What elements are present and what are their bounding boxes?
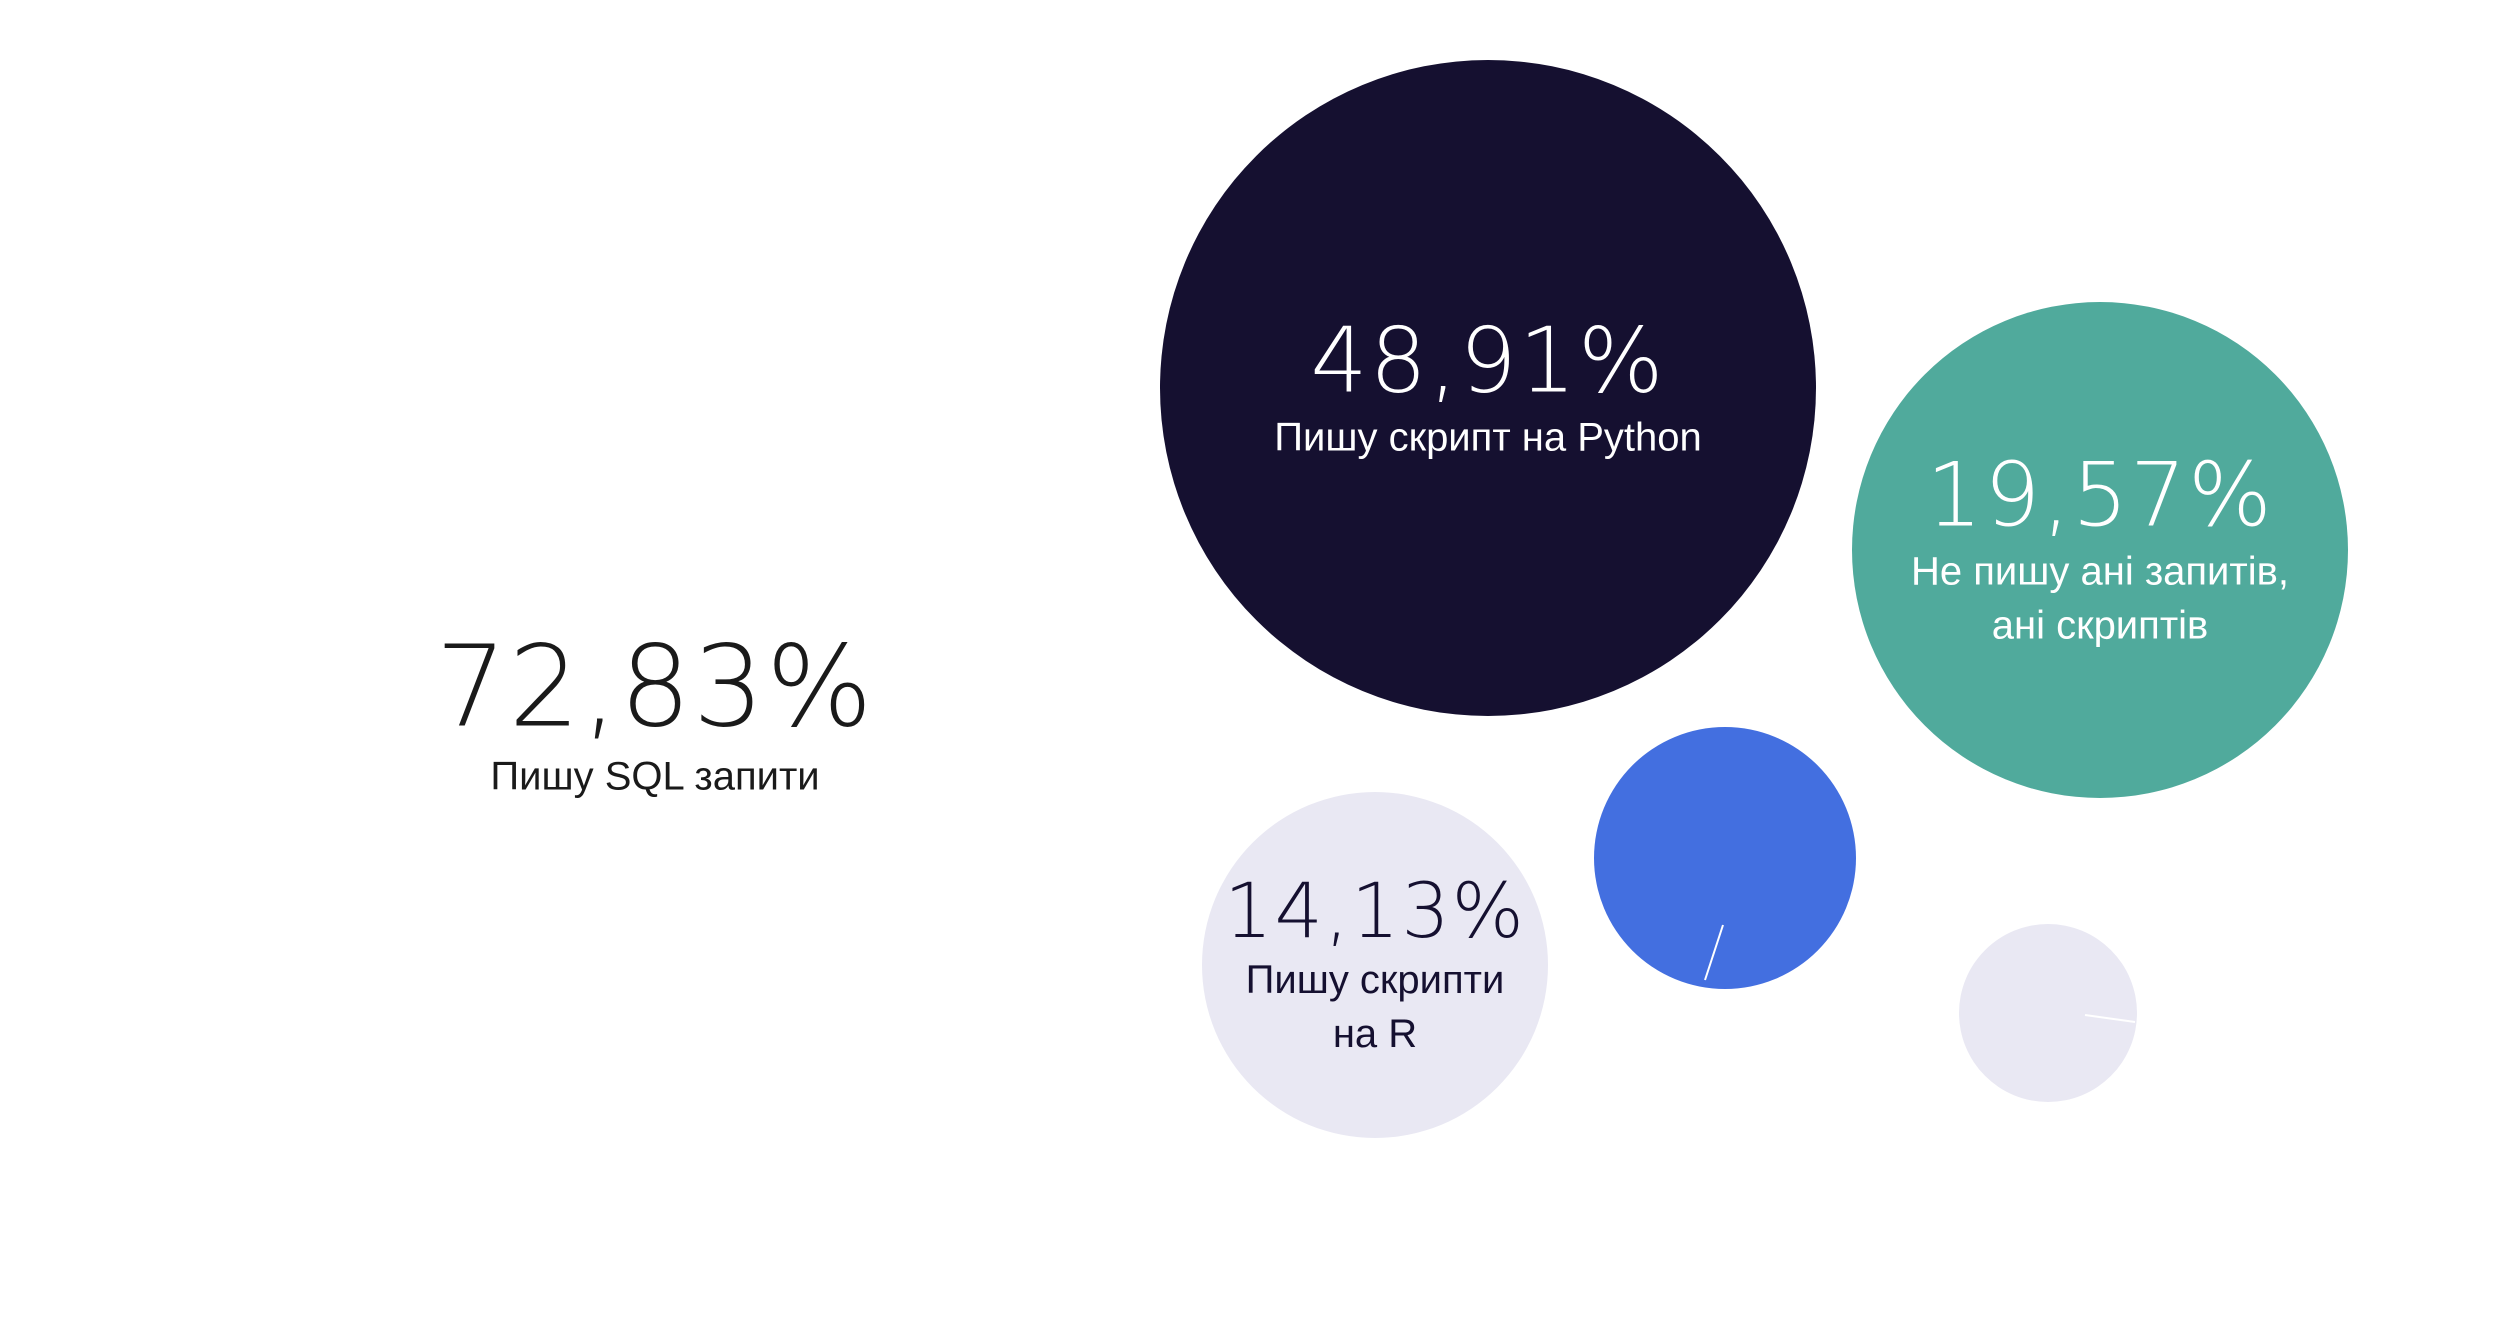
python-label: Пишу скрипт на Python <box>1274 415 1702 460</box>
bubble-none <box>1852 302 2348 798</box>
label-sql: 72,83% Пишу SQL запити <box>435 626 874 803</box>
label-python: 48,91% Пишу скрипт на Python <box>1274 312 1701 465</box>
bubble-python <box>1160 60 1816 716</box>
bubble-small <box>1959 924 2137 1102</box>
r-label: Пишу скрипти на R <box>1245 957 1505 1056</box>
label-none: 19,57% Не пишу ані запитів, ані скриптів <box>1911 443 2289 653</box>
blue-bubble-tick <box>1704 924 1724 981</box>
bubble-blue <box>1594 727 1856 989</box>
python-percent: 48,91% <box>1310 308 1666 414</box>
label-r: 14,13% Пишу скрипти на R <box>1224 869 1526 1061</box>
bubble-r <box>1202 792 1548 1138</box>
none-label: Не пишу ані запитів, ані скриптів <box>1911 549 2289 648</box>
sql-percent: 72,83% <box>435 622 875 753</box>
r-percent: 14,13% <box>1224 866 1526 956</box>
small-bubble-tick <box>2084 1014 2136 1023</box>
sql-label: Пишу SQL запити <box>490 754 820 799</box>
none-percent: 19,57% <box>1926 443 2274 547</box>
